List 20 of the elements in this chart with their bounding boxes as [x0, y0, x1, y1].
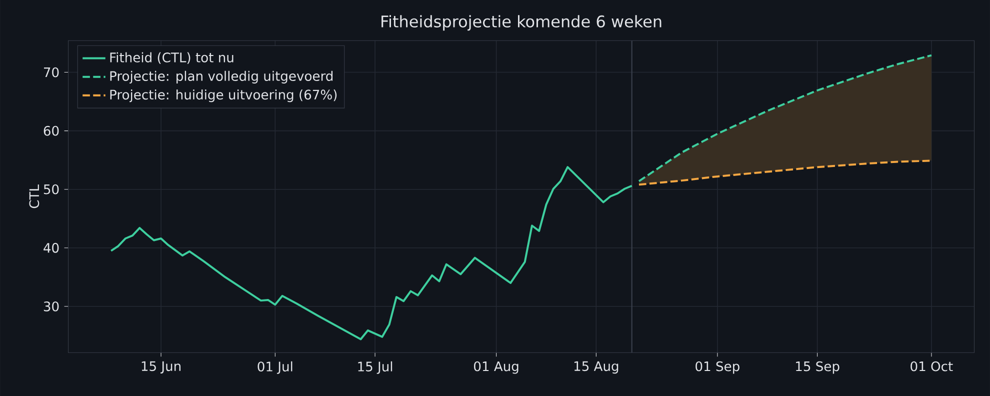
y-tick-label: 50	[44, 184, 59, 194]
x-tick-label: 15 Jun	[142, 361, 180, 374]
x-tick-label: 01 Jul	[258, 361, 292, 374]
legend-label: Projectie: plan volledig uitgevoerd	[110, 70, 333, 84]
x-tick-label: 01 Aug	[474, 361, 518, 374]
chart-title: Fitheidsprojectie komende 6 weken	[382, 15, 662, 31]
line-series	[638, 160, 932, 186]
legend-label: Projectie: huidige uitvoering (67%)	[110, 89, 337, 102]
x-tick-label: 01 Sep	[696, 361, 740, 374]
line-series	[110, 166, 633, 340]
y-axis-title: CTL	[29, 184, 40, 208]
x-tick-label: 15 Sep	[796, 361, 840, 374]
y-tick-label: 60	[44, 126, 59, 136]
x-tick-label: 01 Oct	[910, 361, 953, 372]
x-tick-label: 15 Jul	[358, 361, 392, 374]
x-tick-label: 15 Aug	[574, 361, 618, 374]
y-tick-label: 40	[44, 242, 59, 253]
legend-label: Fitheid (CTL) tot nu	[110, 52, 234, 64]
y-tick-label: 30	[44, 301, 59, 312]
y-tick-label: 70	[44, 67, 59, 78]
